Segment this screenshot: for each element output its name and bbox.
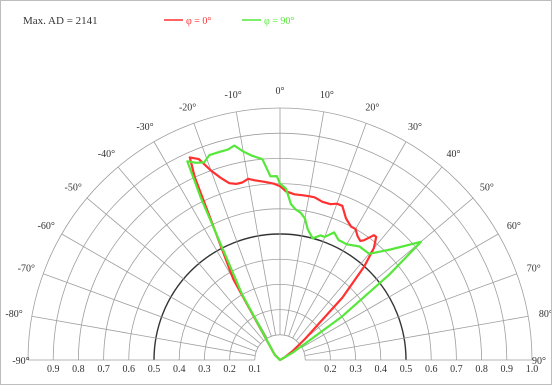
angular-grid-spokes — [28, 108, 532, 361]
angle-tick-label: 90° — [532, 356, 546, 367]
angle-tick-label: 10° — [320, 90, 334, 101]
angle-tick-label: -70° — [18, 264, 35, 275]
angle-tick-label: 50° — [480, 182, 494, 193]
spoke--80 — [31, 315, 256, 357]
radial-tick-label: 0.7 — [97, 364, 110, 375]
angle-tick-label: -30° — [136, 122, 153, 133]
radial-tick-label: 0.9 — [501, 364, 514, 375]
radial-tick-labels: 0.9 0.8 0.7 0.6 0.5 0.4 0.3 0.2 0.1 0.2 0.3 0.4 0.5 0… — [47, 364, 538, 375]
radial-tick-label: 0.9 — [47, 364, 60, 375]
spoke-50 — [298, 197, 474, 345]
spoke-30 — [292, 141, 407, 339]
spoke--50 — [86, 197, 262, 345]
angle-tick-label: 30° — [408, 122, 422, 133]
radial-tick-label: 0.1 — [249, 364, 262, 375]
spoke--40 — [117, 166, 265, 342]
spoke-70 — [303, 273, 517, 352]
data-series — [186, 144, 422, 362]
angle-tick-label: -20° — [179, 102, 196, 113]
angle-tick-label: -40° — [98, 149, 115, 160]
spoke--60 — [61, 233, 259, 348]
legend: φ = 0° φ = 90° — [164, 16, 294, 27]
radial-tick-label: 0.2 — [324, 364, 337, 375]
spoke-10 — [283, 111, 325, 336]
spoke--10 — [235, 111, 277, 336]
angle-tick-label: 20° — [365, 102, 379, 113]
angle-tick-label: -90° — [12, 356, 29, 367]
legend-label: φ = 0° — [186, 16, 211, 27]
spoke-20 — [288, 123, 367, 337]
angle-tick-label: 0° — [276, 86, 285, 97]
angle-tick-label: -50° — [64, 182, 81, 193]
spoke-80 — [304, 315, 529, 357]
angle-tick-label: 70° — [527, 264, 541, 275]
radial-tick-label: 0.6 — [123, 364, 136, 375]
legend-label: φ = 90° — [264, 16, 294, 27]
spoke--20 — [193, 123, 272, 337]
radial-tick-label: 0.3 — [349, 364, 362, 375]
radial-tick-label: 1.0 — [526, 364, 539, 375]
radial-tick-label: 0.5 — [148, 364, 161, 375]
angle-tick-label: 40° — [447, 149, 461, 160]
radial-tick-label: 0.2 — [223, 364, 236, 375]
angle-tick-label: -10° — [224, 90, 241, 101]
angle-tick-label: 80° — [539, 309, 551, 320]
angle-tick-label: -60° — [38, 221, 55, 232]
max-ad-label: Max. AD = 2141 — [23, 15, 98, 27]
angle-tick-label: 60° — [507, 221, 521, 232]
spoke-60 — [301, 233, 499, 348]
radial-tick-label: 0.3 — [198, 364, 211, 375]
series-line-phi-90 — [186, 144, 422, 362]
radial-tick-label: 0.4 — [173, 364, 186, 375]
radial-tick-label: 0.5 — [400, 364, 413, 375]
radial-tick-label: 0.7 — [450, 364, 463, 375]
angle-tick-labels: -90° -80° -70° -60° -50° -40° -30° -20° -10° 0° 10… — [5, 86, 551, 367]
radial-tick-label: 0.4 — [375, 364, 388, 375]
radial-tick-label: 0.8 — [475, 364, 488, 375]
radial-tick-label: 0.8 — [72, 364, 85, 375]
series-line-phi-0 — [188, 156, 378, 362]
spoke--70 — [43, 273, 257, 352]
radial-tick-label: 0.6 — [425, 364, 438, 375]
angle-tick-label: -80° — [5, 309, 22, 320]
